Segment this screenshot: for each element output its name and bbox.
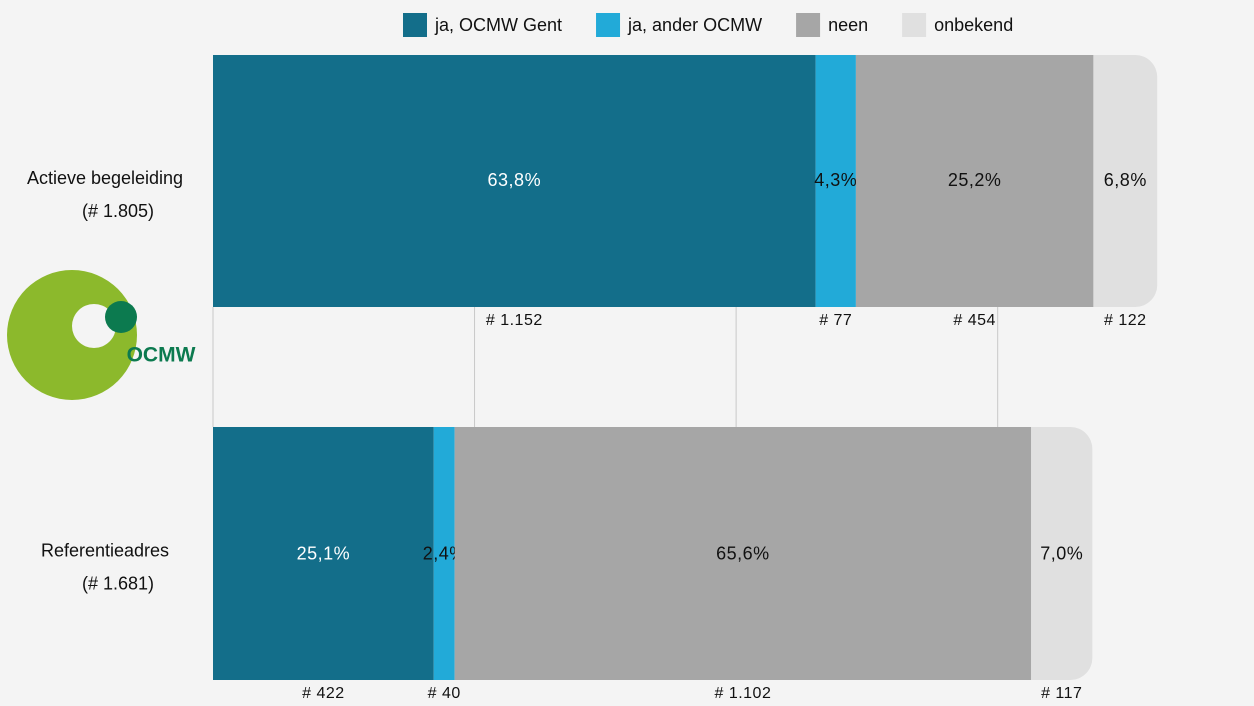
legend-label: ja, OCMW Gent [434, 15, 562, 35]
logo-dot [105, 301, 137, 333]
count-label: # 77 [819, 312, 852, 329]
legend-label: neen [828, 15, 868, 35]
count-label: # 1.102 [714, 685, 771, 702]
bar-segment [213, 427, 434, 680]
bar-segment [433, 427, 455, 680]
logo-hole [72, 304, 116, 348]
bar-segment [454, 427, 1032, 680]
count-label: # 1.152 [486, 312, 543, 329]
value-label: 6,8% [1104, 170, 1147, 190]
value-label: 65,6% [716, 543, 770, 563]
legend-label: ja, ander OCMW [627, 15, 762, 35]
value-label: 7,0% [1040, 543, 1083, 563]
count-label: # 40 [428, 685, 461, 702]
category-label: Actieve begeleiding [27, 168, 183, 188]
logo: OCMW [7, 270, 196, 400]
bar-segment [855, 55, 1094, 307]
value-label: 25,2% [948, 170, 1002, 190]
legend-swatch [596, 13, 621, 37]
count-label: # 122 [1104, 312, 1147, 329]
category-count: (# 1.681) [82, 573, 154, 593]
bar-segment [1031, 427, 1093, 680]
count-label: # 454 [953, 312, 996, 329]
count-label: # 422 [302, 685, 345, 702]
bar-segment [213, 55, 816, 307]
value-label: 2,4% [423, 543, 466, 563]
value-label: 25,1% [297, 543, 351, 563]
category-label: Referentieadres [41, 540, 169, 560]
logo-circle [7, 270, 137, 400]
bar-segment [815, 55, 856, 307]
count-label: # 117 [1041, 685, 1082, 702]
category-count: (# 1.805) [82, 201, 154, 221]
legend-label: onbekend [934, 15, 1013, 35]
legend-swatch [902, 13, 927, 37]
logo-text: OCMW [127, 344, 196, 367]
bar-segment [1093, 55, 1158, 307]
legend-swatch [403, 13, 427, 37]
value-label: 63,8% [488, 170, 542, 190]
value-label: 4,3% [814, 170, 857, 190]
legend-swatch [796, 13, 821, 37]
